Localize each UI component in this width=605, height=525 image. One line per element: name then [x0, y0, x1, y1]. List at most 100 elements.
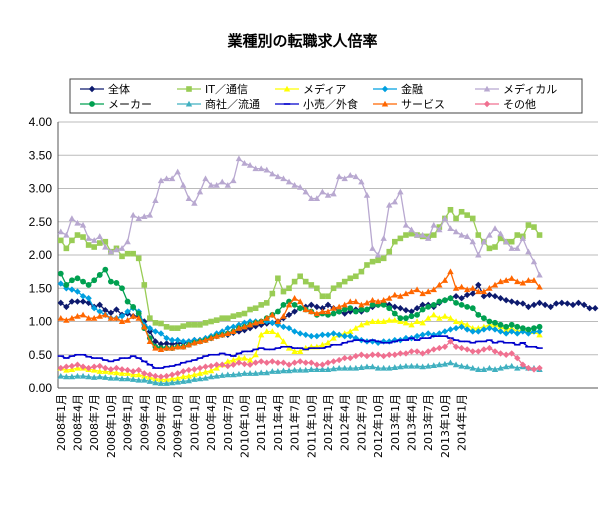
data-point — [469, 238, 476, 245]
data-point — [508, 321, 515, 328]
data-point — [202, 320, 209, 326]
data-point — [124, 308, 131, 315]
data-point — [447, 206, 454, 213]
data-point — [480, 288, 488, 295]
data-point — [241, 354, 248, 361]
data-point — [280, 301, 287, 308]
data-point — [185, 377, 193, 384]
data-point — [157, 380, 165, 386]
data-point — [313, 303, 321, 311]
data-point — [168, 379, 176, 386]
data-point — [464, 212, 470, 218]
data-point — [330, 285, 337, 292]
data-point — [536, 271, 543, 278]
data-point — [330, 334, 337, 341]
data-point — [124, 238, 131, 245]
data-point — [208, 318, 214, 325]
data-point — [146, 338, 154, 345]
data-point — [364, 306, 370, 313]
data-point — [341, 278, 348, 285]
data-point — [196, 364, 204, 372]
data-point — [380, 297, 387, 303]
data-point — [63, 373, 70, 380]
x-tick-label: 2008年10月 — [104, 394, 118, 458]
data-point — [252, 165, 259, 172]
data-point — [347, 328, 354, 335]
data-point — [419, 319, 426, 326]
data-point — [319, 188, 326, 195]
data-point — [547, 303, 554, 311]
data-point — [452, 285, 460, 291]
data-point — [441, 312, 449, 319]
data-point — [285, 301, 293, 308]
data-point — [57, 280, 64, 287]
data-point — [275, 275, 281, 282]
data-point — [553, 300, 560, 307]
data-point — [508, 324, 515, 331]
data-point — [335, 173, 343, 180]
data-point — [525, 303, 532, 311]
y-tick-label: 3.50 — [29, 148, 53, 162]
data-point — [269, 170, 276, 177]
data-point — [380, 364, 387, 371]
data-point — [168, 344, 176, 351]
data-point — [107, 278, 114, 285]
data-point — [308, 359, 315, 366]
data-point — [57, 364, 64, 372]
x-tick-label: 2008年7月 — [87, 394, 101, 451]
data-point — [57, 228, 64, 235]
data-point — [90, 363, 98, 370]
data-point — [130, 303, 137, 310]
data-point — [213, 372, 220, 379]
legend-marker — [381, 85, 389, 93]
data-point — [135, 376, 142, 383]
data-point — [118, 370, 126, 376]
data-point — [386, 338, 393, 345]
x-tick-label: 2009年7月 — [154, 394, 168, 451]
data-point — [113, 246, 120, 253]
data-point — [408, 348, 415, 355]
data-point — [324, 339, 332, 346]
data-point — [68, 373, 76, 380]
data-point — [68, 286, 76, 293]
data-point — [319, 331, 326, 338]
data-point — [196, 188, 204, 195]
data-point — [508, 328, 515, 335]
x-tick-label: 2014年1月 — [455, 394, 469, 451]
data-point — [380, 301, 387, 308]
data-point — [413, 318, 421, 325]
data-point — [163, 340, 170, 347]
data-point — [69, 237, 75, 244]
data-point — [263, 328, 270, 335]
data-point — [397, 363, 404, 370]
data-point — [163, 372, 170, 380]
data-point — [469, 324, 476, 331]
data-point — [447, 225, 454, 231]
data-point — [491, 366, 499, 372]
data-point — [324, 359, 332, 366]
data-point — [124, 250, 131, 257]
data-point — [297, 305, 304, 312]
data-point — [531, 325, 537, 332]
data-point — [85, 242, 92, 248]
data-point — [118, 245, 126, 251]
legend-marker — [483, 100, 491, 108]
data-point — [196, 338, 204, 345]
data-point — [469, 290, 476, 297]
data-point — [397, 235, 404, 242]
data-point — [308, 308, 315, 315]
data-point — [57, 270, 64, 277]
data-point — [341, 364, 348, 371]
data-point — [202, 374, 209, 381]
data-point — [118, 318, 126, 325]
data-point — [486, 324, 493, 332]
legend-item: メディア — [275, 82, 346, 96]
data-point — [280, 175, 287, 182]
data-point — [207, 367, 215, 374]
x-tick-label: 2012年7月 — [354, 394, 368, 451]
legend-label: 小売／外食 — [303, 97, 358, 111]
data-point — [564, 300, 571, 307]
data-point — [280, 338, 287, 345]
data-point — [79, 298, 87, 305]
data-point — [252, 351, 259, 358]
